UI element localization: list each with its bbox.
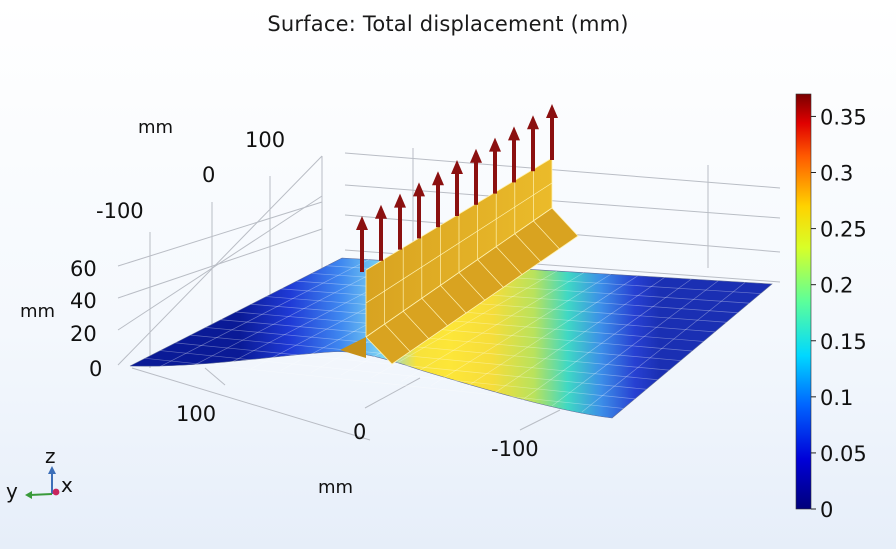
triad-y-label: y	[6, 479, 18, 503]
triad-z-label: z	[45, 444, 56, 468]
load-arrow	[546, 104, 558, 160]
triad-x-label: x	[61, 473, 73, 497]
triad-y-axis	[29, 493, 53, 496]
colorbar-tick-label: 0.1	[820, 386, 853, 410]
axis-z-tick-3: 0	[89, 357, 102, 381]
load-arrow	[432, 171, 444, 228]
plot-title: Surface: Total displacement (mm)	[267, 12, 629, 36]
axis-x-unit-label: mm	[318, 477, 353, 498]
colorbar-tick-label: 0.35	[820, 105, 867, 129]
load-wall	[340, 157, 579, 365]
load-arrow	[356, 216, 368, 272]
axis-y-tick-2: -100	[96, 199, 144, 223]
load-arrow	[451, 160, 463, 216]
displacement-surface	[129, 257, 773, 419]
axis-z-tick-0: 60	[70, 257, 97, 281]
axis-z-tick-2: 20	[70, 322, 97, 346]
load-arrow	[394, 193, 406, 250]
colorbar-tick-label: 0.2	[820, 274, 853, 298]
load-arrow	[470, 148, 482, 205]
colorbar-ticks: 0.35 0.3 0.25 0.2 0.15 0.1 0.05 0	[811, 105, 867, 522]
triad-x-axis	[52, 488, 60, 496]
load-arrow	[375, 204, 387, 261]
colorbar-tick-label: 0.05	[820, 442, 867, 466]
colorbar-tick-label: 0.25	[820, 218, 867, 242]
colorbar-tick-label: 0.3	[820, 162, 853, 186]
surface-mesh	[145, 259, 761, 413]
axis-x-tick-2: -100	[491, 437, 539, 461]
colorbar-tick-label: 0	[820, 498, 833, 522]
load-arrow	[508, 126, 520, 183]
axis-x-tick-0: 100	[176, 402, 216, 426]
axis-x-tick-1: 0	[353, 420, 366, 444]
axis-y-tick-0: 100	[245, 128, 285, 152]
load-arrows	[356, 104, 558, 272]
colorbar-tick-label: 0.15	[820, 330, 867, 354]
axis-y-unit-label: mm	[138, 117, 173, 138]
axis-z-tick-1: 40	[70, 289, 97, 313]
axis-triad: z y x	[6, 444, 73, 503]
colorbar	[795, 93, 812, 510]
base-grid-lines	[131, 367, 561, 441]
axis-y-tick-1: 0	[202, 163, 215, 187]
load-arrow	[489, 137, 501, 194]
load-arrow	[413, 182, 425, 239]
load-arrow	[527, 115, 539, 172]
axis-z-unit-label: mm	[20, 301, 55, 322]
